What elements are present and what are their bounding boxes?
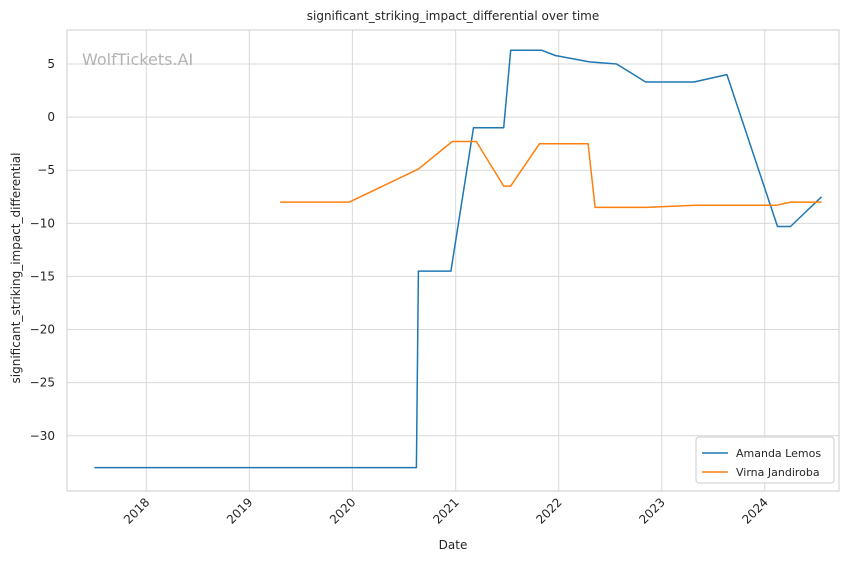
y-axis-ticks: 5 0 −5 −10 −15 −20 −25 −30: [30, 57, 55, 443]
series-lines: [94, 49, 823, 469]
x-tick-label: 2021: [430, 495, 461, 526]
y-tick-label: 5: [47, 57, 55, 71]
watermark-text: WolfTickets.AI: [82, 50, 193, 69]
x-tick-label: 2023: [636, 495, 667, 526]
x-tick-label: 2019: [224, 495, 255, 526]
x-tick-label: 2018: [121, 495, 152, 526]
y-tick-label: 0: [47, 110, 55, 124]
y-tick-label: −30: [30, 429, 55, 443]
y-tick-label: −15: [30, 269, 55, 283]
y-tick-label: −20: [30, 323, 55, 337]
series-line-virna-jandiroba: [280, 140, 822, 209]
legend-label-amanda-lemos: Amanda Lemos: [736, 447, 821, 460]
x-tick-label: 2022: [533, 495, 564, 526]
legend-box: [695, 436, 835, 484]
series-line-amanda-lemos: [94, 49, 823, 469]
x-tick-label: 2020: [327, 495, 358, 526]
y-tick-label: −5: [37, 163, 55, 177]
x-axis-ticks: 2018 2019 2020 2021 2022 2023 2024: [121, 495, 771, 526]
y-tick-label: −10: [30, 216, 55, 230]
legend: Amanda Lemos Virna Jandiroba: [695, 436, 835, 484]
chart-title: significant_striking_impact_differential…: [307, 9, 599, 23]
y-tick-label: −25: [30, 376, 55, 390]
x-axis-title: Date: [439, 538, 468, 552]
x-tick-label: 2024: [739, 495, 770, 526]
plot-frame: [66, 29, 840, 492]
grid-lines: [67, 30, 839, 491]
y-axis-title: significant_striking_impact_differential: [9, 153, 23, 384]
legend-label-virna-jandiroba: Virna Jandiroba: [736, 466, 820, 479]
